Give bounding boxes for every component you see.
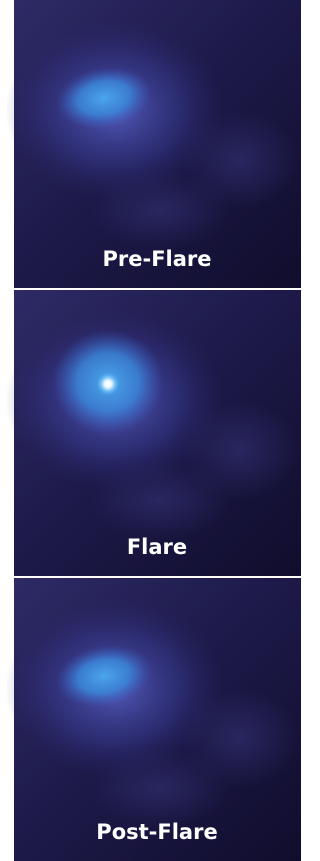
flare-spark bbox=[96, 372, 120, 396]
panel-label: Flare bbox=[127, 535, 187, 559]
image-panel: Flare bbox=[5, 290, 301, 576]
faint-patch bbox=[90, 748, 230, 828]
panel-label: Pre-Flare bbox=[102, 247, 211, 271]
faint-patch bbox=[90, 170, 230, 250]
image-panel: Post-Flare bbox=[5, 578, 301, 861]
panel-label: Post-Flare bbox=[96, 820, 217, 844]
page: {"panels": [{"label": "Pre-Flare"}, {"la… bbox=[0, 0, 301, 861]
faint-patch bbox=[90, 460, 230, 540]
image-panel: Pre-Flare bbox=[5, 0, 301, 288]
image-strip: Pre-Flare Flare Post-Flare bbox=[0, 0, 301, 861]
panels: Pre-Flare Flare Post-Flare bbox=[5, 0, 301, 861]
